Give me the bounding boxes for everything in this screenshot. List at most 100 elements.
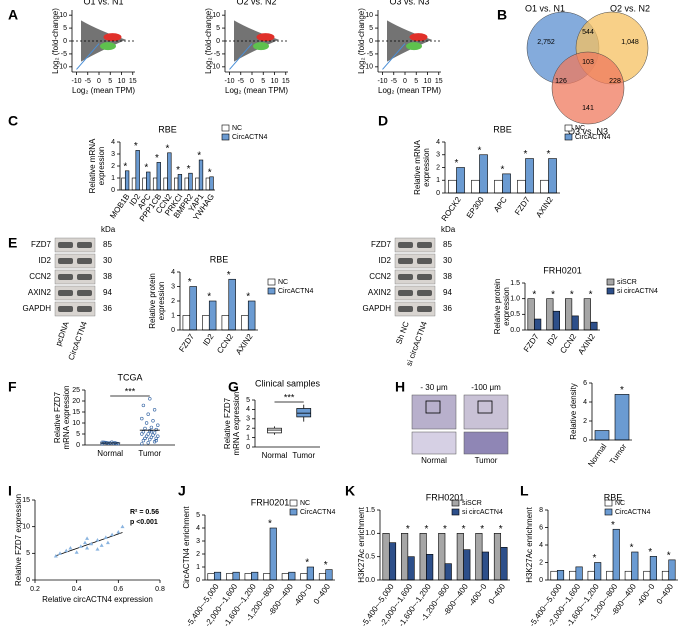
blot-strip xyxy=(394,285,436,301)
legend-label: CircACTN4 xyxy=(278,288,313,295)
bar xyxy=(444,563,452,581)
point xyxy=(116,530,121,534)
band-label: ID2 xyxy=(379,256,392,265)
bar xyxy=(649,556,657,581)
point xyxy=(99,543,104,547)
y-tick-label: 0.5 xyxy=(510,311,520,318)
panel-letter: E xyxy=(8,235,17,251)
x-axis-label: Relative circACTN4 expression xyxy=(42,595,153,604)
panel-letter: H xyxy=(395,379,405,395)
significance: *** xyxy=(125,386,136,396)
legend-label: siSCR xyxy=(462,500,482,507)
point xyxy=(144,421,149,425)
bar xyxy=(527,298,535,331)
point xyxy=(140,442,144,446)
y-tick-label: 10 xyxy=(365,12,373,19)
bar xyxy=(156,162,161,191)
point xyxy=(105,540,110,545)
point xyxy=(141,403,146,408)
bar xyxy=(124,170,130,191)
x-tick-label: 15 xyxy=(435,78,443,85)
y-tick-label: 5 xyxy=(216,25,220,32)
y-tick-label: 10 xyxy=(212,12,220,19)
band-label: FZD7 xyxy=(371,240,392,249)
bar xyxy=(184,177,189,191)
y-tick-label: 0 xyxy=(196,577,200,584)
band-label: AXIN2 xyxy=(368,288,392,297)
y-axis-label: mRNA expression xyxy=(62,385,71,449)
x-tick-label: Normal xyxy=(262,451,288,460)
legend-swatch xyxy=(221,124,230,132)
legend-label: si circACTN4 xyxy=(617,288,658,295)
point xyxy=(154,436,158,441)
significance: * xyxy=(501,165,505,176)
region-count: 544 xyxy=(582,29,594,36)
bar xyxy=(419,533,427,581)
significance: * xyxy=(592,553,596,564)
bar xyxy=(569,570,577,581)
significance: * xyxy=(524,149,528,160)
bar xyxy=(269,527,277,581)
point xyxy=(114,441,119,446)
region-count: 228 xyxy=(609,78,621,85)
point xyxy=(156,434,160,438)
x-tick-label: FZD7 xyxy=(522,332,541,354)
x-tick-label: ID2 xyxy=(201,332,216,348)
point xyxy=(110,532,115,537)
blot-strip xyxy=(394,269,436,285)
x-tick-label: 0 xyxy=(250,78,254,85)
kda-label: 94 xyxy=(443,288,452,297)
bar xyxy=(207,573,215,581)
x-tick-label: ROCK2 xyxy=(440,195,463,223)
legend-label: NC xyxy=(232,125,242,132)
y-tick-label: 2 xyxy=(171,298,175,305)
blot-strip xyxy=(394,253,436,269)
zoom-image xyxy=(463,431,509,455)
legend-label: siSCR xyxy=(617,279,637,286)
annotation: R² = 0.56 xyxy=(130,509,159,516)
y-axis-label: Log₂ (fold-change) xyxy=(204,8,213,74)
significance: * xyxy=(424,524,428,535)
y-tick-label: 1.5 xyxy=(365,507,375,514)
panel-letter: D xyxy=(378,113,388,129)
point xyxy=(64,548,69,553)
y-tick-label: 15 xyxy=(22,497,30,504)
significance: * xyxy=(532,289,536,300)
blot-band xyxy=(77,306,92,312)
point xyxy=(116,441,120,446)
y-tick-label: 2 xyxy=(196,551,200,558)
trend-line xyxy=(229,43,253,70)
point xyxy=(146,412,150,416)
band-label: CCN2 xyxy=(29,272,51,281)
bar xyxy=(631,551,639,581)
blot-band xyxy=(77,274,92,280)
x-tick-label: 0.2 xyxy=(30,586,40,593)
point xyxy=(143,426,147,431)
panel-letter: J xyxy=(178,483,186,499)
x-tick-label: -400~0 xyxy=(292,582,314,608)
significance: * xyxy=(630,543,634,554)
band-label: GAPDH xyxy=(363,304,392,313)
blot-band xyxy=(417,290,432,296)
y-tick-label: 5 xyxy=(26,550,30,557)
tissue-image xyxy=(411,394,457,430)
x-tick-label: 15 xyxy=(129,78,137,85)
significance: *** xyxy=(284,392,295,402)
point xyxy=(140,416,144,421)
venn-set xyxy=(551,51,625,125)
significance: * xyxy=(166,143,170,154)
y-axis-label: Relative FZD7 xyxy=(53,391,62,443)
up-cloud xyxy=(256,33,275,42)
bar xyxy=(152,177,158,191)
point xyxy=(53,554,58,558)
y-axis-label: expression xyxy=(422,148,431,187)
kda-label: 85 xyxy=(443,240,452,249)
set-label: O3 vs. N3 xyxy=(568,126,608,136)
blot-band xyxy=(58,290,73,296)
region-count: 126 xyxy=(555,78,567,85)
down-cloud xyxy=(100,42,116,51)
x-tick-label: 0~400 xyxy=(312,582,333,606)
y-tick-label: 1.0 xyxy=(510,296,520,303)
kda-label: 36 xyxy=(103,304,112,313)
bar xyxy=(202,315,210,331)
